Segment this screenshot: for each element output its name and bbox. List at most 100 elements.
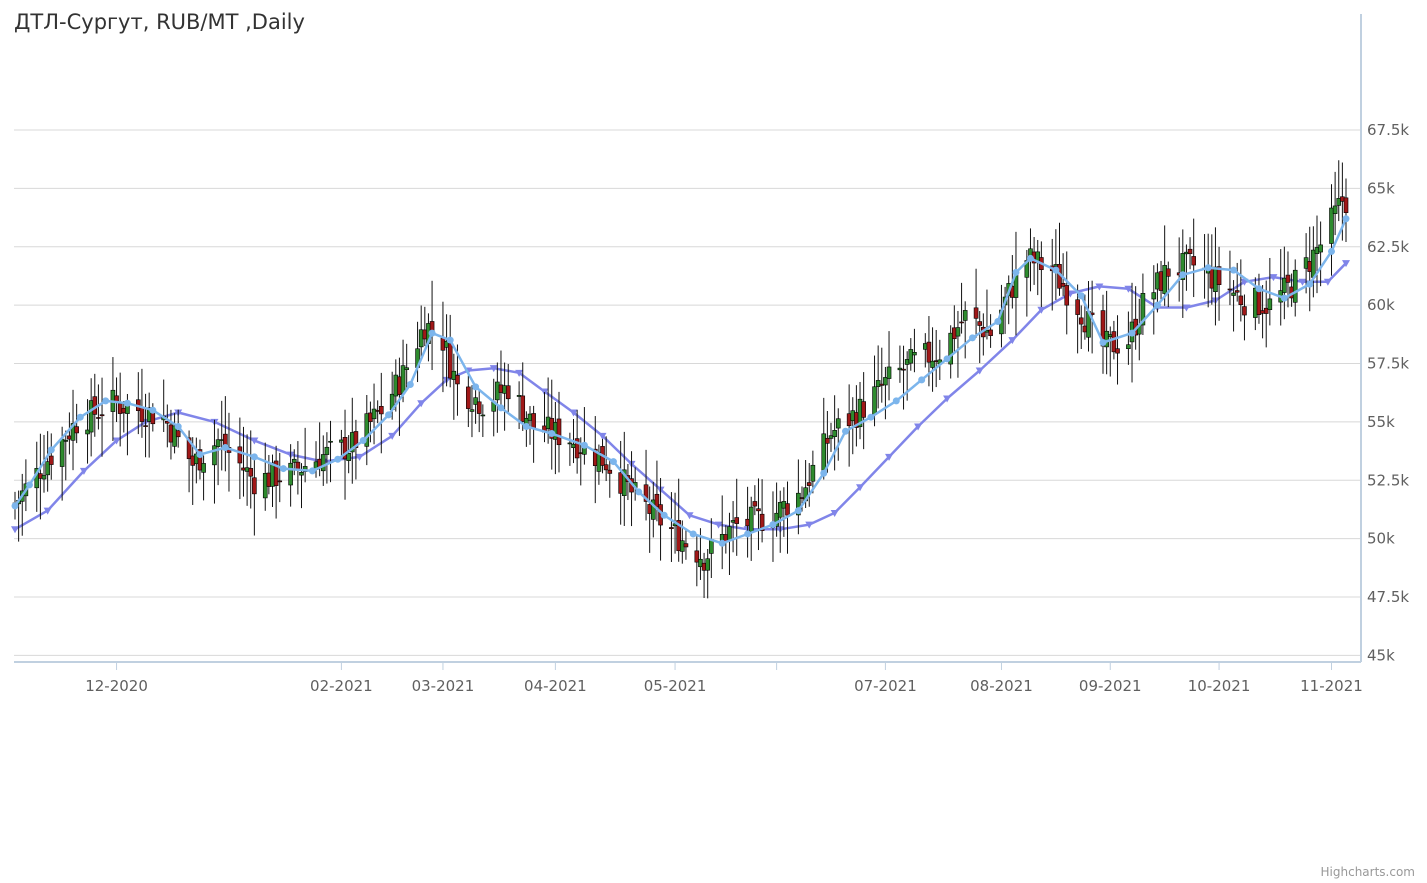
ma-slow-marker bbox=[830, 509, 839, 517]
candle-body bbox=[1126, 344, 1131, 350]
candle-body bbox=[273, 460, 279, 486]
ma-fast-marker bbox=[820, 469, 828, 477]
candle-body bbox=[212, 445, 217, 466]
ma-fast-marker bbox=[428, 329, 436, 337]
candle-body bbox=[201, 463, 206, 473]
candle-body bbox=[759, 513, 765, 532]
candle-body bbox=[277, 480, 283, 483]
axes bbox=[14, 14, 1362, 670]
candle-body bbox=[1332, 205, 1338, 214]
candle-body bbox=[88, 400, 94, 433]
candle-body bbox=[92, 396, 98, 415]
ma-fast-marker bbox=[918, 376, 926, 384]
candle-body bbox=[1227, 288, 1233, 291]
candle-body bbox=[63, 440, 69, 442]
y-tick-label: 65k bbox=[1367, 179, 1395, 197]
candle-body bbox=[1078, 317, 1084, 325]
ma-fast-marker bbox=[867, 413, 875, 421]
candle-body bbox=[342, 437, 348, 460]
y-tick-label: 50k bbox=[1367, 530, 1395, 548]
candle-body bbox=[752, 501, 758, 507]
ma-fast-series bbox=[11, 215, 1350, 547]
candle-body bbox=[48, 455, 54, 465]
ma-fast-marker bbox=[1230, 266, 1238, 274]
candle-body bbox=[473, 397, 478, 405]
ma-fast-marker bbox=[123, 399, 131, 407]
candle-body bbox=[1238, 295, 1244, 305]
ma-fast-marker bbox=[580, 441, 588, 449]
ma-fast-marker bbox=[1179, 271, 1187, 279]
ma-fast-marker bbox=[635, 488, 643, 496]
candle-body bbox=[676, 520, 681, 552]
ma-fast-marker bbox=[689, 530, 697, 538]
ma-fast-marker bbox=[660, 511, 668, 519]
y-tick-label: 52.5k bbox=[1367, 471, 1409, 489]
ma-slow-marker bbox=[914, 423, 923, 431]
ma-fast-marker bbox=[943, 355, 951, 363]
ma-fast-marker bbox=[1280, 294, 1288, 302]
x-axis-labels: 12-2020 02-2021 03-2021 04-2021 05-2021 07-20… bbox=[85, 677, 1363, 695]
candle-body bbox=[650, 499, 656, 520]
candle-body bbox=[875, 380, 881, 388]
ma-slow-marker bbox=[975, 367, 984, 375]
candle-body bbox=[912, 352, 917, 356]
chart-title: ДТЛ-Сургут, RUB/MT ,Daily bbox=[14, 10, 305, 34]
candle-body bbox=[643, 484, 649, 502]
ma-fast-marker bbox=[769, 521, 777, 529]
ma-fast-marker bbox=[47, 446, 55, 454]
ma-fast-marker bbox=[446, 336, 454, 344]
candle-body bbox=[886, 366, 892, 379]
candle-body bbox=[1336, 198, 1342, 206]
ma-fast-marker bbox=[1204, 264, 1212, 272]
candle-body bbox=[1292, 269, 1298, 303]
candle-body bbox=[1329, 207, 1334, 244]
ma-slow-marker bbox=[79, 467, 88, 475]
ma-slow-marker bbox=[569, 409, 578, 417]
ma-fast-marker bbox=[842, 427, 850, 435]
candle-body bbox=[455, 375, 460, 385]
ma-fast-marker bbox=[1255, 285, 1263, 293]
candle-body bbox=[1311, 249, 1316, 278]
candle-body bbox=[574, 438, 580, 459]
ma-fast-marker bbox=[385, 411, 393, 419]
candle-body bbox=[505, 385, 511, 400]
candle-body bbox=[1267, 298, 1273, 310]
ma-slow-marker bbox=[1037, 306, 1046, 314]
candle-body bbox=[1140, 292, 1146, 326]
candle-body bbox=[948, 332, 953, 365]
candle-body bbox=[364, 413, 370, 447]
ma-fast-marker bbox=[1327, 247, 1335, 255]
ma-fast-marker bbox=[472, 383, 480, 391]
ma-slow-series bbox=[11, 260, 1350, 534]
ma-fast-marker bbox=[308, 467, 316, 475]
y-tick-label: 60k bbox=[1367, 296, 1395, 314]
ma-fast-marker bbox=[892, 397, 900, 405]
candle-body bbox=[1060, 282, 1066, 287]
ma-fast-marker bbox=[196, 451, 204, 459]
candle-body bbox=[806, 482, 812, 486]
candle-body bbox=[371, 408, 377, 420]
ma-fast-marker bbox=[279, 465, 287, 473]
candle-body bbox=[1100, 310, 1106, 347]
candle-body bbox=[977, 321, 983, 326]
candle-body bbox=[908, 349, 914, 364]
candle-body bbox=[520, 395, 526, 422]
ma-fast-marker bbox=[406, 381, 414, 389]
candle-body bbox=[567, 442, 573, 445]
ma-slow-marker bbox=[885, 453, 894, 461]
candle-body bbox=[378, 406, 384, 415]
candle-body bbox=[404, 367, 409, 370]
ma-fast-marker bbox=[102, 397, 110, 405]
ma-fast-marker bbox=[744, 530, 752, 538]
candle-body bbox=[774, 512, 779, 527]
candle-body bbox=[139, 406, 145, 422]
candle-body bbox=[683, 543, 689, 548]
candle-body bbox=[669, 527, 674, 529]
x-tick-label: 07-2021 bbox=[854, 677, 917, 695]
ma-slow-marker bbox=[250, 437, 259, 445]
ma-fast-marker bbox=[548, 430, 556, 438]
credits-link[interactable]: Highcharts.com bbox=[1320, 865, 1415, 879]
candle-body bbox=[299, 471, 304, 476]
candle-body bbox=[1231, 292, 1236, 296]
